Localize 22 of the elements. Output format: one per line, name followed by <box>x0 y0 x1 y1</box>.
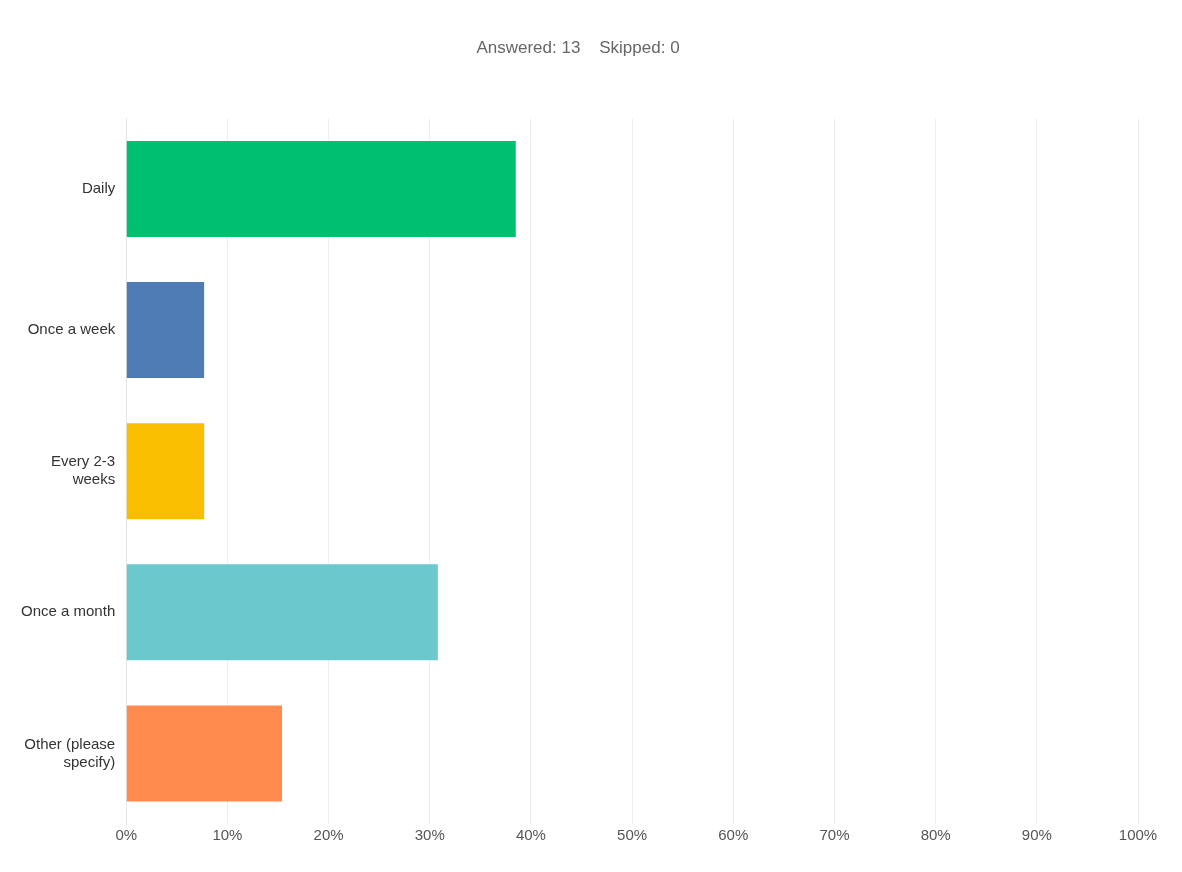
bar <box>126 705 283 802</box>
x-tick-label: 100% <box>1118 826 1158 844</box>
bar <box>126 423 205 520</box>
x-tick-label: 50% <box>617 826 648 844</box>
x-tick-label: 20% <box>313 826 344 844</box>
x-tick-label: 10% <box>212 826 243 844</box>
y-tick-label: Every 2-3 weeks <box>51 452 116 488</box>
y-tick-label: Other (please specify) <box>24 734 116 770</box>
y-tick-label: Once a week <box>27 320 116 338</box>
x-tick-label: 70% <box>819 826 850 844</box>
bar <box>126 282 205 379</box>
chart-title: Answered: 13 Skipped: 0 <box>476 37 680 57</box>
bar <box>126 564 438 661</box>
x-tick-label: 90% <box>1021 826 1052 844</box>
x-tick-label: 30% <box>414 826 445 844</box>
y-tick-label: Daily <box>81 179 116 197</box>
x-tick-label: 60% <box>718 826 749 844</box>
x-tick-label: 80% <box>920 826 951 844</box>
x-tick-label: 40% <box>515 826 546 844</box>
x-tick-label: 0% <box>115 826 138 844</box>
bar <box>126 140 516 237</box>
y-tick-label: Once a month <box>21 602 116 620</box>
